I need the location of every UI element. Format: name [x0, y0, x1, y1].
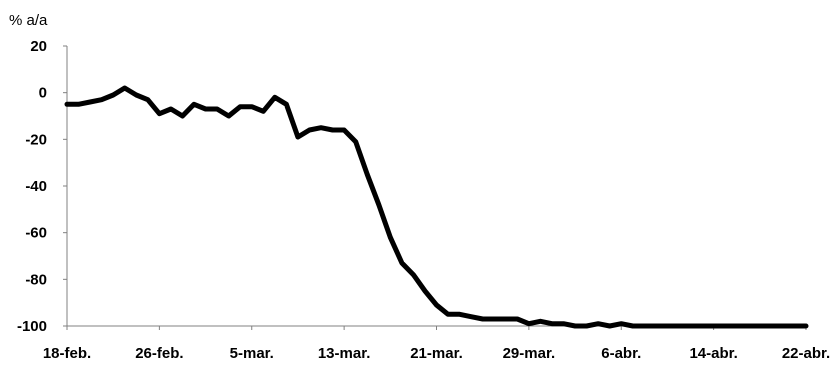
- x-tick-label: 14-abr.: [689, 345, 737, 362]
- y-tick-label: -40: [25, 178, 47, 195]
- series-line: [64, 85, 809, 329]
- y-axis-unit-label: % a/a: [9, 12, 48, 29]
- y-tick-label: 0: [39, 85, 47, 102]
- y-axis-ticks: 20 0 -20 -40 -60 -80 -100: [17, 38, 67, 335]
- x-tick-label: 6-abr.: [601, 345, 641, 362]
- x-tick-label: 21-mar.: [410, 345, 463, 362]
- x-tick-label: 22-abr.: [782, 345, 830, 362]
- x-axis-ticks: 18-feb. 26-feb. 5-mar. 13-mar. 21-mar. 29-mar…: [43, 326, 830, 362]
- y-tick-label: 20: [30, 38, 47, 55]
- y-tick-label: -80: [25, 271, 47, 288]
- x-tick-label: 18-feb.: [43, 345, 91, 362]
- x-tick-label: 13-mar.: [318, 345, 371, 362]
- x-tick-label: 5-mar.: [230, 345, 274, 362]
- y-tick-label: -20: [25, 131, 47, 148]
- x-tick-label: 29-mar.: [503, 345, 556, 362]
- x-tick-label: 26-feb.: [135, 345, 183, 362]
- y-tick-label: -100: [17, 318, 47, 335]
- y-tick-label: -60: [25, 225, 47, 242]
